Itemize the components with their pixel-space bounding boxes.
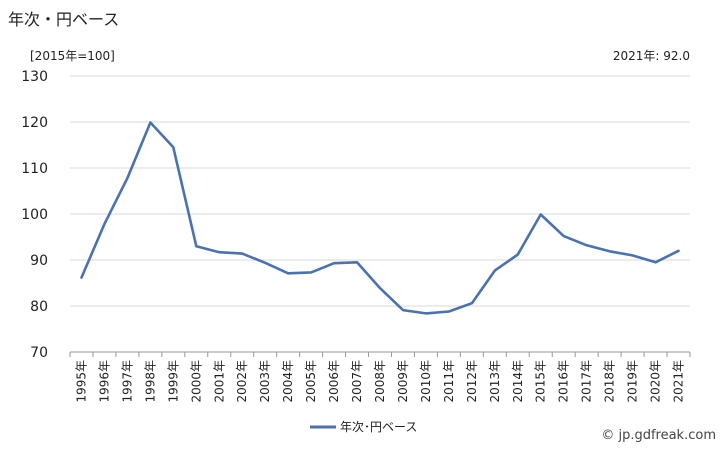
y-tick-labels: 70 80 90 100 110 120 130 bbox=[21, 69, 48, 361]
page-title: 年次・円ベース bbox=[8, 10, 120, 29]
unit-label: [2015年=100] bbox=[30, 49, 115, 63]
x-tick-label: 2021年 bbox=[672, 360, 686, 403]
legend-label: 年次･円ベース bbox=[340, 420, 417, 434]
x-tick-label: 2020年 bbox=[649, 360, 663, 403]
axes bbox=[69, 351, 691, 357]
source-credit: © jp.gdfreak.com bbox=[601, 428, 716, 443]
x-tick-label: 2018年 bbox=[603, 360, 617, 403]
x-tick-label: 1997年 bbox=[120, 360, 134, 403]
x-tick-label: 2007年 bbox=[350, 360, 364, 403]
grid-lines bbox=[70, 75, 690, 307]
x-tick-label: 2016年 bbox=[557, 360, 571, 403]
y-tick-label: 110 bbox=[21, 161, 48, 177]
x-tick-label: 2017年 bbox=[580, 360, 594, 403]
x-tick-label: 2019年 bbox=[626, 360, 640, 403]
x-tick-label: 2004年 bbox=[281, 360, 295, 403]
x-tick-label: 2005年 bbox=[304, 360, 318, 403]
y-tick-label: 120 bbox=[21, 115, 48, 131]
x-tick-label: 2012年 bbox=[465, 360, 479, 403]
x-tick-label: 2003年 bbox=[258, 360, 272, 403]
x-tick-label: 2014年 bbox=[511, 360, 525, 403]
x-tick-label: 2010年 bbox=[419, 360, 433, 403]
y-tick-label: 80 bbox=[30, 299, 48, 315]
y-tick-label: 70 bbox=[30, 345, 48, 361]
x-tick-label: 2008年 bbox=[373, 360, 387, 403]
legend: 年次･円ベース bbox=[310, 420, 417, 434]
latest-value-label: 2021年: 92.0 bbox=[612, 49, 690, 63]
x-tick-label: 1999年 bbox=[166, 360, 180, 403]
x-tick-label: 2000年 bbox=[189, 360, 203, 403]
y-tick-label: 130 bbox=[21, 69, 48, 85]
x-tick-label: 2013年 bbox=[488, 360, 502, 403]
y-tick-label: 100 bbox=[21, 207, 48, 223]
x-tick-label: 2011年 bbox=[442, 360, 456, 403]
x-tick-label: 2001年 bbox=[212, 360, 226, 403]
x-tick-labels: 1995年 1996年 1997年 1998年 1999年 2000年 2001年 2002年… bbox=[74, 360, 685, 403]
x-tick-label: 1996年 bbox=[97, 360, 111, 403]
series-line bbox=[80, 121, 680, 315]
x-tick-label: 2002年 bbox=[235, 360, 249, 403]
series-group bbox=[80, 121, 680, 315]
x-tick-label: 1998年 bbox=[143, 360, 157, 403]
x-tick-label: 2015年 bbox=[534, 360, 548, 403]
y-tick-label: 90 bbox=[30, 253, 48, 269]
x-tick-label: 2006年 bbox=[327, 360, 341, 403]
x-tick-label: 1995年 bbox=[74, 360, 88, 403]
x-tick-label: 2009年 bbox=[396, 360, 410, 403]
